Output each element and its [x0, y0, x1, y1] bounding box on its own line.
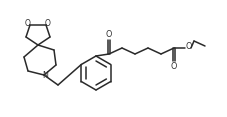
Text: O: O — [45, 18, 51, 27]
Text: O: O — [171, 62, 177, 71]
Text: N: N — [42, 71, 48, 80]
Text: O: O — [25, 18, 31, 27]
Text: O: O — [185, 42, 192, 51]
Text: O: O — [106, 30, 112, 39]
